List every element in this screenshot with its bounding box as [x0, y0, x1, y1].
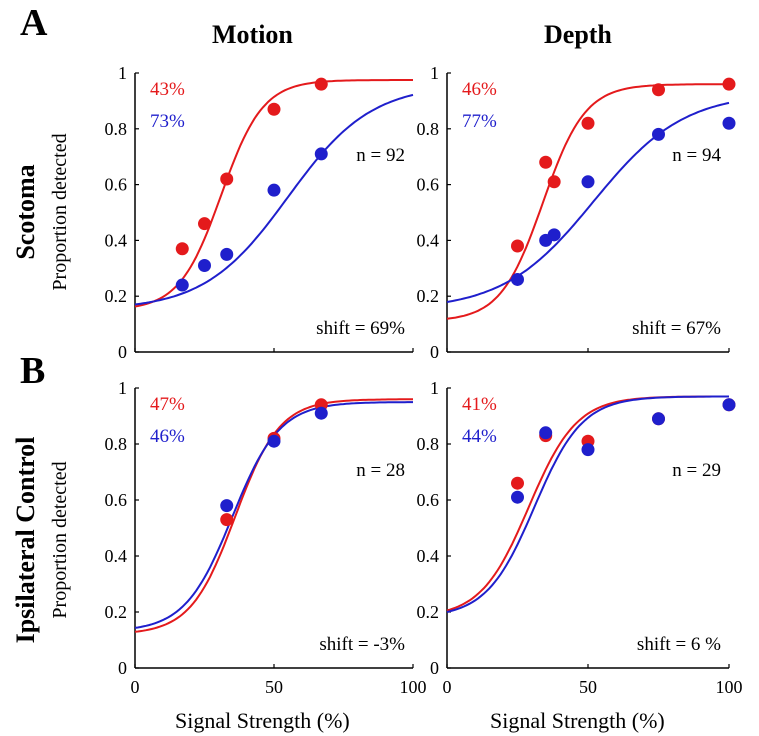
panel-1-y-tick-label: 0.4: [105, 230, 128, 250]
panel-1-red-data-point: [198, 217, 211, 231]
panel-4-n-label: n = 29: [672, 460, 721, 481]
panel-1-y-tick-label: 0.8: [105, 119, 128, 139]
panel-4-x-tick-label: 100: [716, 677, 743, 697]
panel-2-blue-fit-curve: [446, 101, 730, 303]
panel-3-x-tick-label: 0: [131, 677, 140, 697]
panel-label-b: B: [20, 350, 46, 392]
panel-3-y-tick-label: 1: [118, 378, 127, 398]
panel-2-y-tick-label: 0.2: [417, 286, 440, 306]
panel-4-x-tick-label: 50: [579, 677, 597, 697]
x-axis-label-right: Signal Strength (%): [490, 708, 665, 733]
panel-3-blue-data-point: [220, 499, 234, 513]
panel-4-y-tick-label: 0: [430, 658, 439, 678]
panel-2-shift-label: shift = 67%: [632, 318, 721, 339]
panel-4-shift-label: shift = 6 %: [637, 634, 721, 655]
panel-4-blue-data-point: [581, 443, 595, 457]
panel-3-blue-data-point: [314, 406, 328, 420]
panel-2-blue-data-point: [722, 116, 736, 130]
panel-3-y-tick-label: 0.6: [105, 490, 128, 510]
panel-1-blue-data-point: [198, 259, 211, 273]
panel-4-blue-data-point: [511, 490, 524, 504]
x-axis-label-left: Signal Strength (%): [175, 708, 350, 733]
panel-1-blue-fit-curve: [134, 93, 414, 306]
panel-2-red-data-point: [652, 83, 665, 97]
panel-4-blue-data-point: [652, 412, 665, 426]
panel-4-y-tick-label: 1: [430, 378, 439, 398]
panel-3-blue-threshold-label: 46%: [150, 426, 185, 447]
panel-1-blue-threshold-label: 73%: [150, 111, 185, 132]
panel-2-y-tick-label: 0.6: [417, 175, 440, 195]
panel-4-blue-data-point: [722, 398, 736, 412]
panel-1-red-data-point: [267, 102, 281, 116]
panel-1-shift-label: shift = 69%: [316, 318, 405, 339]
panel-3-y-tick-label: 0.4: [105, 546, 128, 566]
panel-2-y-tick-label: 0: [430, 342, 439, 362]
panel-2-blue-data-point: [581, 175, 595, 189]
panel-1-y-tick-label: 1: [118, 63, 127, 83]
panel-3-shift-label: shift = -3%: [319, 634, 405, 655]
panel-2-y-tick-label: 0.4: [417, 230, 440, 250]
panel-3-y-tick-label: 0.8: [105, 434, 128, 454]
panel-2-blue-data-point: [547, 228, 561, 242]
panel-1-y-tick-label: 0.6: [105, 175, 128, 195]
panel-label-a: A: [20, 2, 48, 44]
panel-4-blue-data-point: [539, 426, 553, 440]
panel-1-red-threshold-label: 43%: [150, 79, 185, 100]
panel-2-y-tick-label: 1: [430, 63, 439, 83]
panel-4-y-tick-label: 0.4: [417, 546, 440, 566]
panel-3-red-data-point: [220, 513, 234, 527]
panel-4-y-tick-label: 0.2: [417, 602, 440, 622]
panel-1-red-data-point: [220, 172, 234, 186]
panel-2-red-data-point: [539, 155, 553, 169]
panel-4-red-data-point: [511, 476, 524, 490]
panel-2-blue-data-point: [652, 127, 665, 141]
panel-3-n-label: n = 28: [356, 460, 405, 481]
panel-3-blue-data-point: [267, 434, 281, 448]
panel-1-y-tick-label: 0: [118, 342, 127, 362]
panel-1-blue-data-point: [220, 247, 234, 261]
panel-4-y-tick-label: 0.8: [417, 434, 440, 454]
panel-1-blue-data-point: [314, 147, 328, 161]
panel-2-red-data-point: [547, 175, 561, 189]
panel-2-red-data-point: [511, 239, 524, 253]
panel-4-y-tick-label: 0.6: [417, 490, 440, 510]
panel-3-x-tick-label: 50: [265, 677, 283, 697]
column-title-motion: Motion: [212, 20, 293, 49]
panel-2-n-label: n = 94: [672, 145, 721, 166]
panel-4-blue-fit-curve: [446, 395, 729, 613]
panel-2-blue-data-point: [511, 272, 524, 286]
panel-2-blue-threshold-label: 77%: [462, 111, 497, 132]
panel-1-n-label: n = 92: [356, 145, 405, 166]
panel-1-blue-data-point: [267, 183, 281, 197]
panel-2-red-fit-curve: [446, 83, 729, 320]
panel-2-red-threshold-label: 46%: [462, 79, 497, 100]
panel-3-y-tick-label: 0.2: [105, 602, 128, 622]
panel-3-red-threshold-label: 47%: [150, 394, 185, 415]
panel-2-y-tick-label: 0.8: [417, 119, 440, 139]
panel-1-blue-data-point: [175, 278, 189, 292]
panel-1-y-tick-label: 0.2: [105, 286, 128, 306]
panel-3-y-tick-label: 0: [118, 658, 127, 678]
panel-2-red-data-point: [722, 77, 736, 91]
column-title-depth: Depth: [544, 20, 612, 49]
panel-1-red-data-point: [314, 77, 328, 91]
panel-2-red-data-point: [581, 116, 595, 130]
panel-3-x-tick-label: 100: [400, 677, 427, 697]
panel-4-x-tick-label: 0: [443, 677, 452, 697]
panel-4-blue-threshold-label: 44%: [462, 426, 497, 447]
panel-1-red-data-point: [175, 242, 189, 256]
panel-4-red-threshold-label: 41%: [462, 394, 497, 415]
